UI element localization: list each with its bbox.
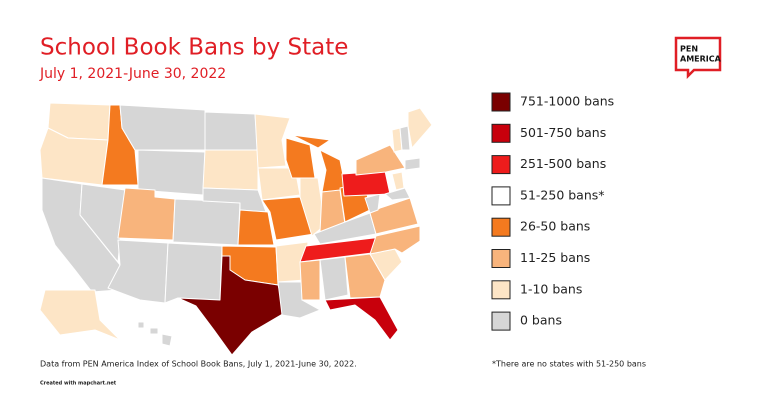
state xyxy=(254,113,291,169)
state xyxy=(299,177,326,237)
state xyxy=(384,187,411,201)
state xyxy=(202,149,259,191)
legend-swatch xyxy=(491,249,511,268)
subtitle: July 1, 2021-June 30, 2022 xyxy=(39,66,226,82)
logo-text: PEN xyxy=(680,45,698,54)
legend-swatch xyxy=(491,155,511,175)
legend-label: 51-250 bans* xyxy=(520,187,605,202)
state xyxy=(119,104,206,151)
state xyxy=(319,149,347,193)
state xyxy=(137,321,145,329)
legend-label: 751-1000 bans xyxy=(520,94,614,109)
state xyxy=(137,149,206,196)
title: School Book Bans by State xyxy=(40,35,348,61)
state xyxy=(341,170,391,197)
state xyxy=(364,193,381,214)
legend-label: 1-10 bans xyxy=(520,281,582,296)
state xyxy=(369,225,421,255)
source-note: Data from PEN America Index of School Bo… xyxy=(40,360,357,369)
state xyxy=(117,187,176,241)
credit: Created with mapchart.net xyxy=(40,381,117,387)
footnote: *There are no states with 51-250 bans xyxy=(492,360,646,369)
state xyxy=(355,144,406,176)
state xyxy=(177,255,287,356)
state xyxy=(39,289,121,341)
logo: PEN AMERICA xyxy=(674,36,722,80)
state xyxy=(172,198,241,246)
legend-swatch xyxy=(491,311,511,331)
legend-swatch xyxy=(491,186,511,206)
state xyxy=(324,296,399,341)
state xyxy=(204,111,259,151)
state xyxy=(237,209,275,246)
state xyxy=(391,171,405,191)
legend: 751-1000 bans 501-750 bans 251-500 bans 51-… xyxy=(491,92,614,331)
state xyxy=(407,107,433,149)
state xyxy=(164,242,223,304)
state xyxy=(319,256,349,301)
legend-label: 11-25 bans xyxy=(520,250,590,265)
logo-text: AMERICA xyxy=(680,55,722,64)
state xyxy=(299,259,321,301)
state xyxy=(399,125,411,151)
legend-label: 26-50 bans xyxy=(520,219,590,234)
state xyxy=(404,157,421,171)
legend-swatch xyxy=(491,123,511,143)
logo-frame xyxy=(674,36,722,80)
state xyxy=(291,134,331,149)
us-map xyxy=(39,102,433,356)
state xyxy=(261,196,315,241)
legend-label: 251-500 bans xyxy=(520,156,606,171)
legend-label: 501-750 bans xyxy=(520,125,606,140)
state xyxy=(344,253,386,299)
state xyxy=(149,327,159,335)
state xyxy=(161,333,173,347)
legend-swatch xyxy=(491,217,511,237)
legend-swatch xyxy=(491,280,511,300)
legend-label: 0 bans xyxy=(520,313,562,328)
state xyxy=(79,183,126,263)
legend-swatch xyxy=(491,92,511,112)
